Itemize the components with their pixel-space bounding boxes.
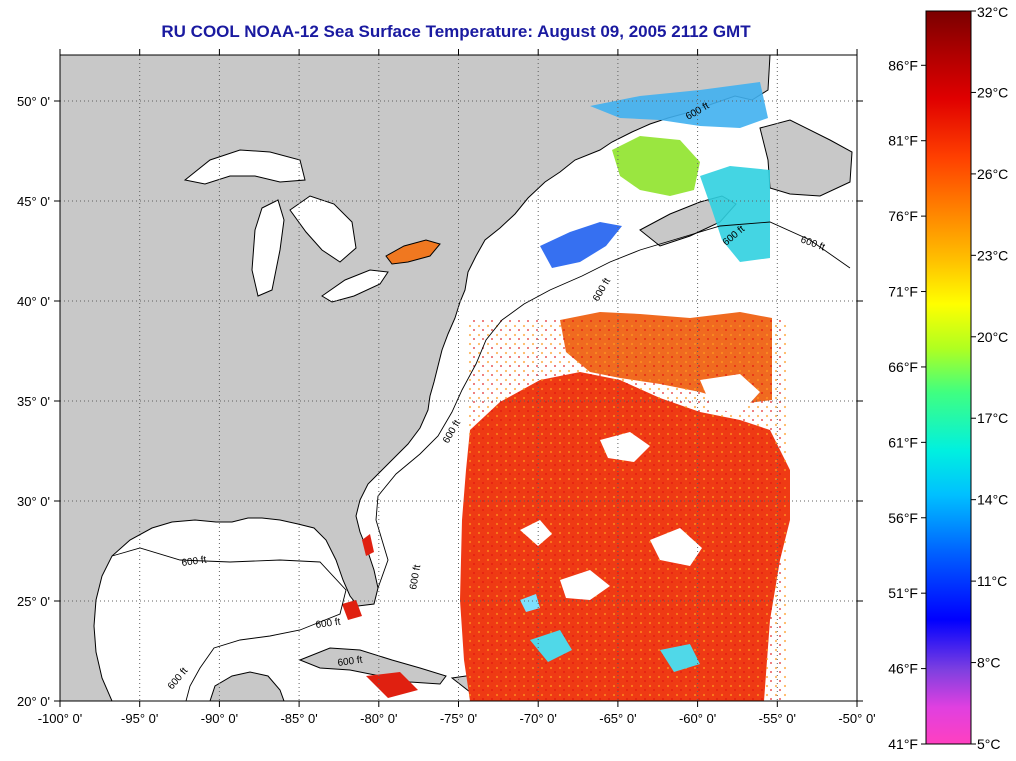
lake-michigan bbox=[251, 199, 285, 297]
contour-label: 600 ft bbox=[315, 617, 342, 631]
colorbar-label-celsius: 11°C bbox=[977, 573, 1007, 589]
colorbar-label-fahrenheit: 61°F bbox=[888, 434, 918, 450]
sst-gulf-of-maine bbox=[540, 222, 622, 268]
colorbar-label-fahrenheit: 76°F bbox=[888, 208, 918, 224]
lake-huron bbox=[289, 195, 357, 263]
longitude-label: -50° 0' bbox=[838, 711, 875, 726]
colorbar-label-fahrenheit: 46°F bbox=[888, 661, 918, 677]
longitude-label: -70° 0' bbox=[520, 711, 557, 726]
land-cuba bbox=[298, 647, 447, 685]
colorbar-label-celsius: 8°C bbox=[977, 655, 1001, 671]
colorbar-label-fahrenheit: 71°F bbox=[888, 284, 918, 300]
temperature-colorbar bbox=[925, 10, 972, 745]
colorbar-label-celsius: 17°C bbox=[977, 410, 1008, 426]
colorbar-label-celsius: 32°C bbox=[977, 4, 1008, 20]
latitude-label: 25° 0' bbox=[17, 594, 50, 609]
colorbar-label-fahrenheit: 81°F bbox=[888, 133, 918, 149]
longitude-label: -55° 0' bbox=[759, 711, 796, 726]
map-title: RU COOL NOAA-12 Sea Surface Temperature:… bbox=[161, 22, 751, 41]
latitude-label: 20° 0' bbox=[17, 694, 50, 709]
contour-label: 600 ft bbox=[337, 655, 364, 669]
longitude-label: -90° 0' bbox=[201, 711, 238, 726]
sst-scotian-shelf bbox=[700, 166, 770, 262]
land-yucatan bbox=[209, 671, 285, 701]
colorbar-label-celsius: 23°C bbox=[977, 247, 1008, 263]
latitude-label: 50° 0' bbox=[17, 94, 50, 109]
colorbar-label-fahrenheit: 66°F bbox=[888, 359, 918, 375]
colorbar-label-celsius: 26°C bbox=[977, 166, 1008, 182]
contour-label: 600 ft bbox=[408, 564, 423, 591]
sst-labrador-cold bbox=[590, 82, 768, 128]
colorbar-celsius-labels: 32°C 29°C 26°C 23°C 20°C 17°C 14°C 11°C 8°C 5°C bbox=[977, 4, 1008, 752]
land-north-america bbox=[60, 55, 771, 701]
lake-superior bbox=[183, 149, 306, 185]
latitude-label: 45° 0' bbox=[17, 194, 50, 209]
longitude-label: -65° 0' bbox=[599, 711, 636, 726]
sst-gulf-st-lawrence bbox=[612, 136, 700, 196]
colorbar-label-celsius: 29°C bbox=[977, 84, 1008, 100]
map-axis-ticks bbox=[54, 49, 863, 707]
latitude-label: 30° 0' bbox=[17, 494, 50, 509]
colorbar-label-celsius: 20°C bbox=[977, 329, 1008, 345]
lake-ontario bbox=[385, 239, 441, 265]
latitude-labels: 20° 0' 25° 0' 30° 0' 35° 0' 40° 0' 45° 0' 50° … bbox=[17, 94, 50, 709]
longitude-label: -60° 0' bbox=[679, 711, 716, 726]
contour-label: 600 ft bbox=[181, 555, 208, 569]
longitude-label: -80° 0' bbox=[360, 711, 397, 726]
lake-erie bbox=[321, 269, 389, 303]
colorbar-label-fahrenheit: 86°F bbox=[888, 57, 918, 73]
longitude-label: -85° 0' bbox=[280, 711, 317, 726]
longitude-labels: -100° 0' -95° 0' -90° 0' -85° 0' -80° 0' -75°… bbox=[38, 711, 876, 726]
latitude-label: 35° 0' bbox=[17, 394, 50, 409]
latitude-label: 40° 0' bbox=[17, 294, 50, 309]
longitude-label: -95° 0' bbox=[121, 711, 158, 726]
colorbar-label-fahrenheit: 51°F bbox=[888, 585, 918, 601]
map-gridlines bbox=[60, 55, 857, 701]
isobath-contour-gulf bbox=[111, 547, 347, 701]
colorbar-ticks bbox=[921, 10, 976, 745]
colorbar-label-celsius: 5°C bbox=[977, 736, 1001, 752]
colorbar-label-fahrenheit: 41°F bbox=[888, 736, 918, 752]
colorbar-label-fahrenheit: 56°F bbox=[888, 510, 918, 526]
longitude-label: -75° 0' bbox=[440, 711, 477, 726]
longitude-label: -100° 0' bbox=[38, 711, 83, 726]
colorbar-fahrenheit-labels: 86°F 81°F 76°F 71°F 66°F 61°F 56°F 51°F 46°F 41°F bbox=[888, 57, 918, 752]
isobath-contour-atlantic bbox=[375, 221, 851, 589]
colorbar-label-celsius: 14°C bbox=[977, 492, 1008, 508]
